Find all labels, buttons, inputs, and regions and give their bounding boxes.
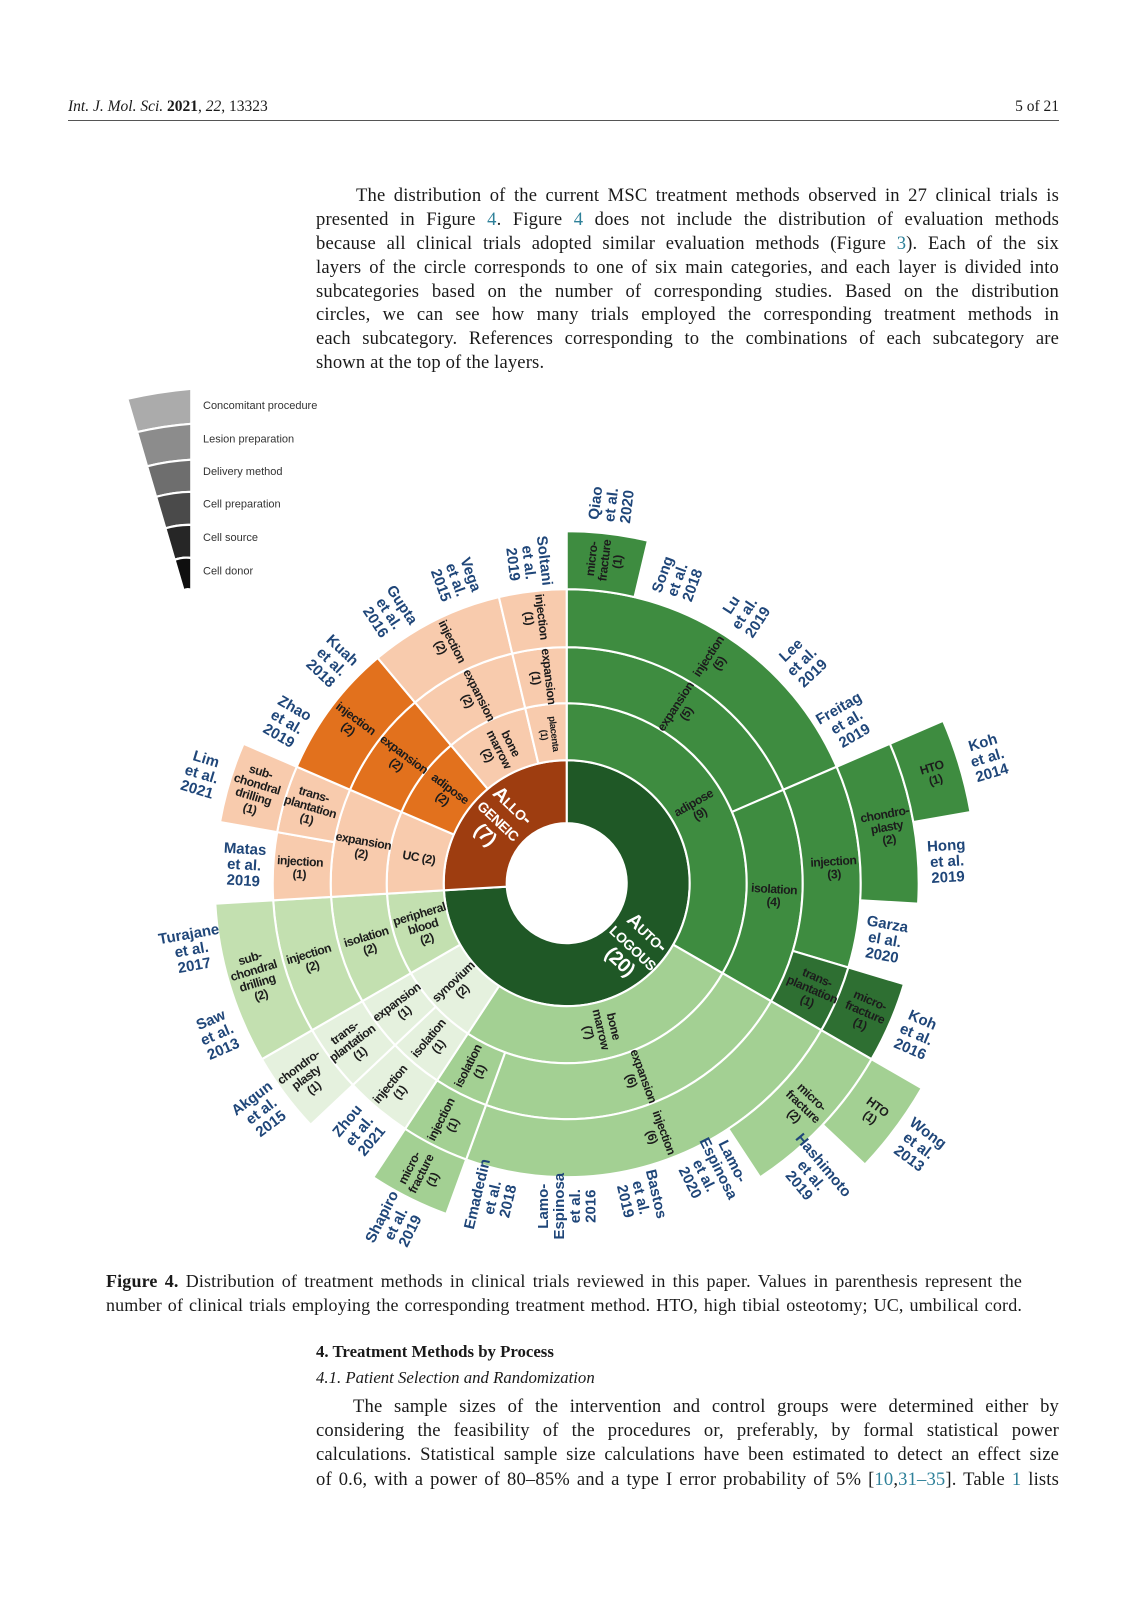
- svg-text:Kohet al.2014: Kohet al.2014: [964, 730, 1011, 787]
- svg-text:Lamo-Espinosaet al.2016: Lamo-Espinosaet al.2016: [535, 1172, 600, 1239]
- svg-text:Zhaoet al.2019: Zhaoet al.2019: [259, 692, 314, 752]
- svg-text:Delivery method: Delivery method: [203, 466, 282, 478]
- svg-text:Sawet al.2013: Sawet al.2013: [192, 1006, 243, 1064]
- svg-text:Turajaneet al.2017: Turajaneet al.2017: [157, 921, 226, 980]
- svg-text:Cell donor: Cell donor: [203, 566, 253, 578]
- svg-text:Garzael al.2020: Garzael al.2020: [860, 912, 910, 967]
- svg-text:expansion(1): expansion(1): [526, 648, 559, 707]
- svg-text:Soltaniet al.2019: Soltaniet al.2019: [501, 535, 555, 590]
- svg-text:Qiaoet al.2020: Qiaoet al.2020: [585, 485, 637, 525]
- svg-text:Lesion preparation: Lesion preparation: [203, 434, 294, 446]
- svg-text:Cell preparation: Cell preparation: [203, 499, 281, 511]
- svg-text:Limet al.2021: Limet al.2021: [178, 746, 225, 802]
- svg-text:injection(1): injection(1): [276, 853, 324, 883]
- svg-text:UC (2): UC (2): [401, 848, 436, 868]
- svg-text:Bastoset al.2019: Bastoset al.2019: [611, 1168, 670, 1228]
- svg-text:HTO(1): HTO(1): [918, 757, 949, 790]
- svg-text:Mataset al.2019: Mataset al.2019: [222, 840, 267, 891]
- svg-text:Luet al.2019: Luet al.2019: [715, 586, 774, 641]
- svg-text:injection(1): injection(1): [519, 593, 551, 642]
- svg-text:Cell source: Cell source: [203, 532, 258, 544]
- svg-text:Honget al.2019: Honget al.2019: [927, 836, 968, 887]
- svg-text:Kohet al.2016: Kohet al.2016: [891, 1006, 942, 1064]
- svg-text:bonemarrow(2): bonemarrow(2): [472, 722, 527, 778]
- svg-text:Songet al.2018: Songet al.2018: [649, 554, 708, 606]
- svg-text:sub-chondraldrilling(1): sub-chondraldrilling(1): [225, 758, 286, 822]
- svg-text:Vegaet al.2015: Vegaet al.2015: [427, 555, 485, 605]
- svg-text:trans-plantation(1): trans-plantation(1): [279, 780, 342, 834]
- svg-text:placenta(1): placenta(1): [536, 716, 561, 755]
- svg-text:injection(3): injection(3): [810, 853, 858, 883]
- svg-text:micro-fracture(1): micro-fracture(1): [582, 537, 627, 584]
- svg-text:isolation(4): isolation(4): [750, 881, 798, 911]
- svg-text:chondro-plasty(2): chondro-plasty(2): [859, 803, 915, 851]
- svg-text:Concomitant procedure: Concomitant procedure: [203, 400, 317, 412]
